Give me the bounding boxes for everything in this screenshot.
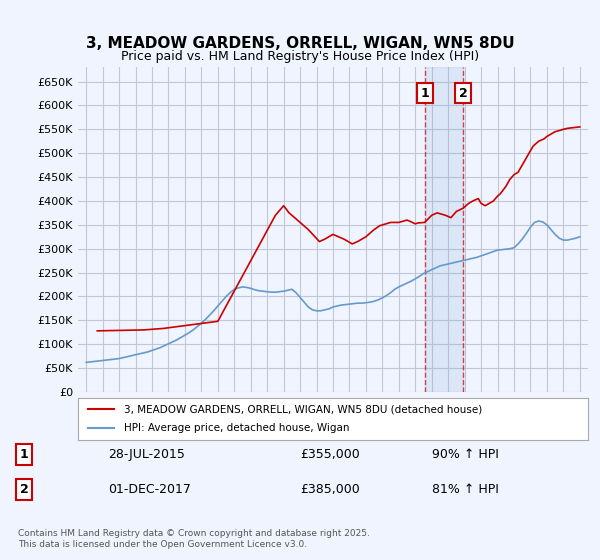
Text: £385,000: £385,000 — [300, 483, 360, 496]
Text: 2: 2 — [20, 483, 28, 496]
Text: 1: 1 — [420, 87, 429, 100]
Text: 90% ↑ HPI: 90% ↑ HPI — [432, 448, 499, 461]
Text: 01-DEC-2017: 01-DEC-2017 — [108, 483, 191, 496]
Text: £355,000: £355,000 — [300, 448, 360, 461]
Text: 28-JUL-2015: 28-JUL-2015 — [108, 448, 185, 461]
Text: Price paid vs. HM Land Registry's House Price Index (HPI): Price paid vs. HM Land Registry's House … — [121, 50, 479, 63]
Text: 3, MEADOW GARDENS, ORRELL, WIGAN, WN5 8DU: 3, MEADOW GARDENS, ORRELL, WIGAN, WN5 8D… — [86, 36, 514, 52]
Bar — [425, 67, 463, 392]
Text: 2: 2 — [459, 87, 467, 100]
Text: 1: 1 — [20, 448, 28, 461]
Text: 3, MEADOW GARDENS, ORRELL, WIGAN, WN5 8DU (detached house): 3, MEADOW GARDENS, ORRELL, WIGAN, WN5 8D… — [124, 404, 482, 414]
Text: Contains HM Land Registry data © Crown copyright and database right 2025.
This d: Contains HM Land Registry data © Crown c… — [18, 529, 370, 549]
Text: 81% ↑ HPI: 81% ↑ HPI — [432, 483, 499, 496]
Text: HPI: Average price, detached house, Wigan: HPI: Average price, detached house, Wiga… — [124, 423, 349, 433]
